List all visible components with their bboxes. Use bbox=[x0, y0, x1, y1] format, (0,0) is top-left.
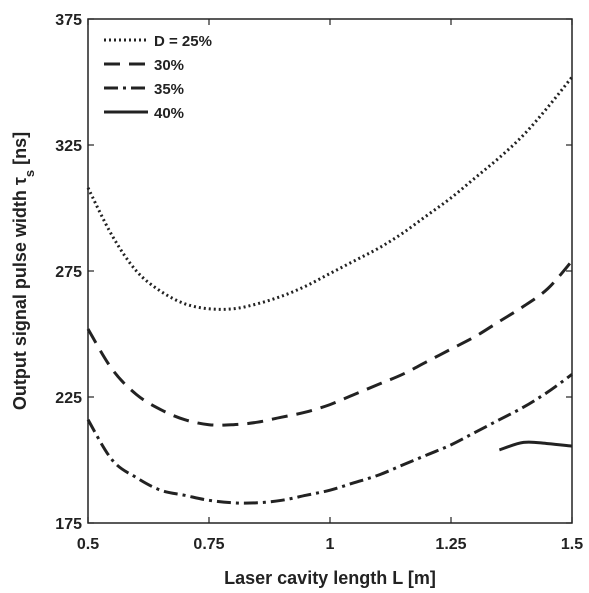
y-axis-title-subscript: s bbox=[22, 170, 37, 177]
y-tick-label: 225 bbox=[55, 390, 82, 407]
series-line-1 bbox=[86, 76, 574, 311]
legend-label: 40% bbox=[154, 105, 184, 122]
y-tick-label: 325 bbox=[55, 138, 82, 155]
x-tick-label: 1.5 bbox=[561, 536, 583, 553]
y-axis-title-unit: [ns] bbox=[10, 132, 30, 170]
y-tick-label: 375 bbox=[55, 12, 82, 29]
x-axis-ticks: 0.5 0.75 1 1.25 1.5 bbox=[77, 19, 583, 553]
series-group bbox=[86, 76, 574, 505]
x-tick-label: 0.75 bbox=[193, 536, 224, 553]
series-line-2 bbox=[86, 259, 574, 427]
y-axis-ticks: 175 225 275 325 375 bbox=[55, 12, 572, 533]
legend-label: D = 25% bbox=[154, 33, 212, 50]
x-axis-title: Laser cavity length L [m] bbox=[224, 568, 436, 588]
legend-label: 35% bbox=[154, 81, 184, 98]
legend-label: 30% bbox=[154, 57, 184, 74]
plot-frame bbox=[87, 18, 573, 524]
y-tick-label: 175 bbox=[55, 516, 82, 533]
x-tick-label: 1.25 bbox=[435, 536, 466, 553]
x-tick-label: 1 bbox=[326, 536, 335, 553]
y-axis-title: Output signal pulse width τs [ns] bbox=[10, 132, 37, 410]
series-line-4 bbox=[498, 440, 573, 452]
legend: D = 25% 30% 35% 40% bbox=[104, 33, 212, 122]
y-tick-label: 275 bbox=[55, 264, 82, 281]
x-tick-label: 0.5 bbox=[77, 536, 99, 553]
series-line-3 bbox=[86, 373, 573, 505]
y-axis-title-main: Output signal pulse width τ bbox=[10, 177, 30, 410]
